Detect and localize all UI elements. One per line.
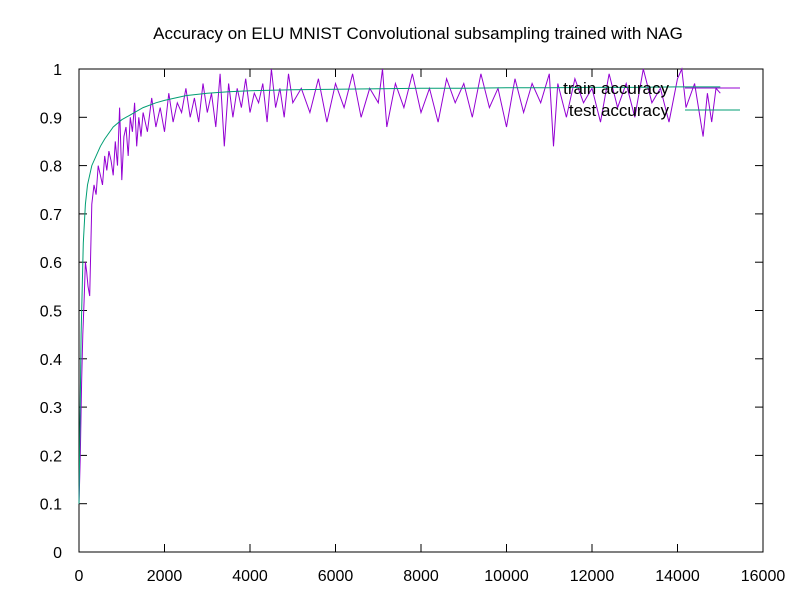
y-tick-label: 0.1 [40,497,62,514]
y-tick-label: 0.4 [40,352,62,369]
series-layer [78,67,721,504]
legend-label-train-accuracy: train accuracy [563,79,669,98]
y-tick-label: 0.9 [40,110,62,127]
y-tick-label: 1 [53,62,62,79]
x-tick-label: 6000 [318,568,354,585]
legend-label-test-accuracy: test accuracy [569,101,670,120]
x-tick-label: 8000 [403,568,439,585]
chart-title: Accuracy on ELU MNIST Convolutional subs… [153,24,683,43]
x-tick-label: 10000 [484,568,529,585]
y-tick-label: 0.5 [40,304,62,321]
y-tick-label: 0 [53,545,62,562]
x-tick-label: 12000 [570,568,615,585]
x-tick-label: 14000 [655,568,700,585]
plot-frame [78,68,764,553]
y-tick-label: 0.2 [40,448,62,465]
series-line-test-accuracy [78,86,721,504]
y-tick-label: 0.7 [40,207,62,224]
y-axis: 0 0.1 0.2 0.3 0.4 0.5 0.6 0.7 0.8 0.9 1 [40,62,763,562]
x-tick-label: 4000 [232,568,268,585]
x-tick-label: 0 [75,568,84,585]
y-tick-label: 0.8 [40,159,62,176]
x-tick-label: 2000 [147,568,183,585]
x-tick-label: 16000 [741,568,786,585]
y-tick-label: 0.3 [40,400,62,417]
x-axis: 0 2000 4000 6000 8000 10000 12000 14000 16000 [75,69,786,585]
series-line-train-accuracy [78,67,721,504]
y-tick-label: 0.6 [40,255,62,272]
legend: train accuracy test accuracy [563,79,740,120]
